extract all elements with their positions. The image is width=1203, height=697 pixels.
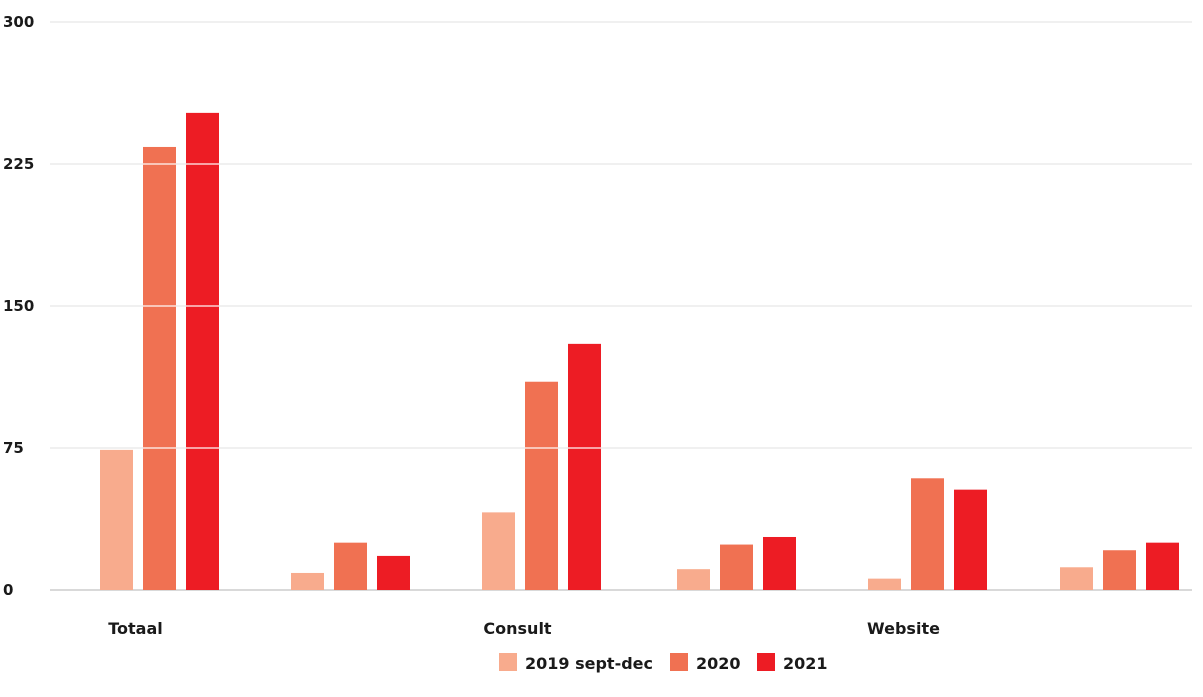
bar-1-2 [291,572,324,590]
bar-3-6 [1146,542,1179,590]
legend-swatch-3 [757,653,775,671]
bar-1-5 [868,578,901,590]
y-tick-label: 75 [3,439,24,457]
bar-2-6 [1103,550,1136,590]
legend: 2019 sept-dec 2020 2021 [499,653,828,673]
y-tick-label: 225 [3,155,34,173]
bar-1-6 [1060,567,1093,590]
bar-3-1 [186,112,219,590]
category-label-consult: Consult [483,619,552,638]
legend-swatch-1 [499,653,517,671]
bar-3-4 [763,536,796,590]
x-axis-categories: Totaal Consult Website [108,619,940,638]
y-tick-label: 300 [3,13,34,31]
category-label-totaal: Totaal [108,619,163,638]
bar-1-1 [100,449,133,590]
bar-3-2 [377,555,410,590]
bar-1-4 [677,569,710,590]
legend-label-1: 2019 sept-dec [525,654,653,673]
bars-layer [100,112,1179,590]
y-tick-label: 0 [3,581,13,599]
bar-2-4 [720,544,753,590]
bar-3-5 [954,489,987,590]
y-tick-label: 150 [3,297,34,315]
bar-2-5 [911,478,944,590]
legend-label-3: 2021 [783,654,828,673]
bar-2-2 [334,542,367,590]
y-axis-ticks: 0 75 150 225 300 [3,13,34,599]
legend-label-2: 2020 [696,654,741,673]
bar-3-3 [568,343,601,590]
category-label-website: Website [867,619,940,638]
legend-swatch-2 [670,653,688,671]
bar-1-3 [482,512,515,590]
bar-grid-layer [50,21,1192,449]
bar-2-3 [525,381,558,590]
bar-2-1 [143,146,176,590]
